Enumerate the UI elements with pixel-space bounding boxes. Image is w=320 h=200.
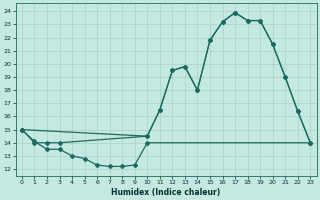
X-axis label: Humidex (Indice chaleur): Humidex (Indice chaleur) [111,188,221,197]
